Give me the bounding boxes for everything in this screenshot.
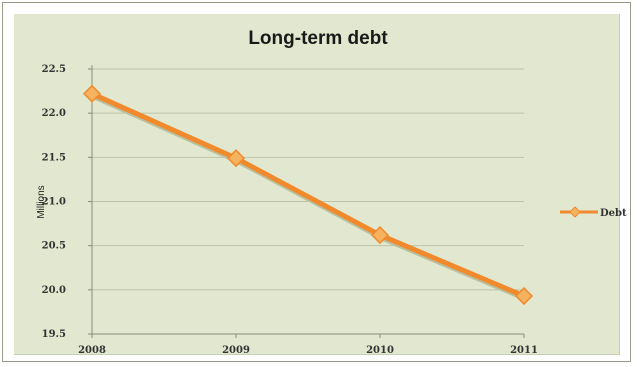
chart-title: Long-term debt [248, 28, 388, 49]
y-tick-label: 21.0 [42, 197, 66, 208]
x-tick-labels: 2008 2009 2010 2011 [78, 345, 538, 356]
x-tick-label: 2008 [78, 345, 106, 356]
data-point-marker [370, 226, 390, 245]
data-point-marker [226, 149, 246, 168]
y-tick-label: 22.0 [42, 108, 66, 119]
y-axis-label: Millions [36, 185, 47, 218]
y-tick-label: 19.5 [42, 329, 66, 340]
y-tick-label: 20.5 [42, 241, 66, 252]
legend-marker [569, 206, 581, 218]
y-tick-label: 22.5 [42, 64, 66, 75]
x-tick-label: 2011 [510, 345, 538, 356]
axes [88, 65, 525, 338]
y-tick-label: 20.0 [42, 285, 66, 296]
y-tick-labels: 19.5 20.0 20.5 21.0 21.5 22.0 22.5 [42, 64, 66, 340]
legend-label: Debt [600, 208, 627, 219]
y-tick-label: 21.5 [42, 152, 66, 163]
data-point-marker [82, 84, 102, 103]
legend: Debt [560, 206, 627, 219]
x-tick-label: 2010 [366, 345, 394, 356]
series-markers [82, 84, 534, 306]
x-tick-label: 2009 [222, 345, 250, 356]
data-point-marker [514, 286, 534, 306]
series-lines [89, 91, 528, 301]
series-line-debt [89, 91, 527, 299]
